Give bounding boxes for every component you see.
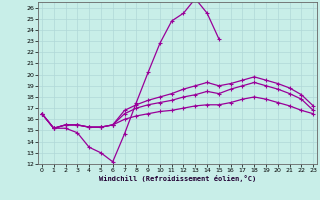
X-axis label: Windchill (Refroidissement éolien,°C): Windchill (Refroidissement éolien,°C) [99, 175, 256, 182]
